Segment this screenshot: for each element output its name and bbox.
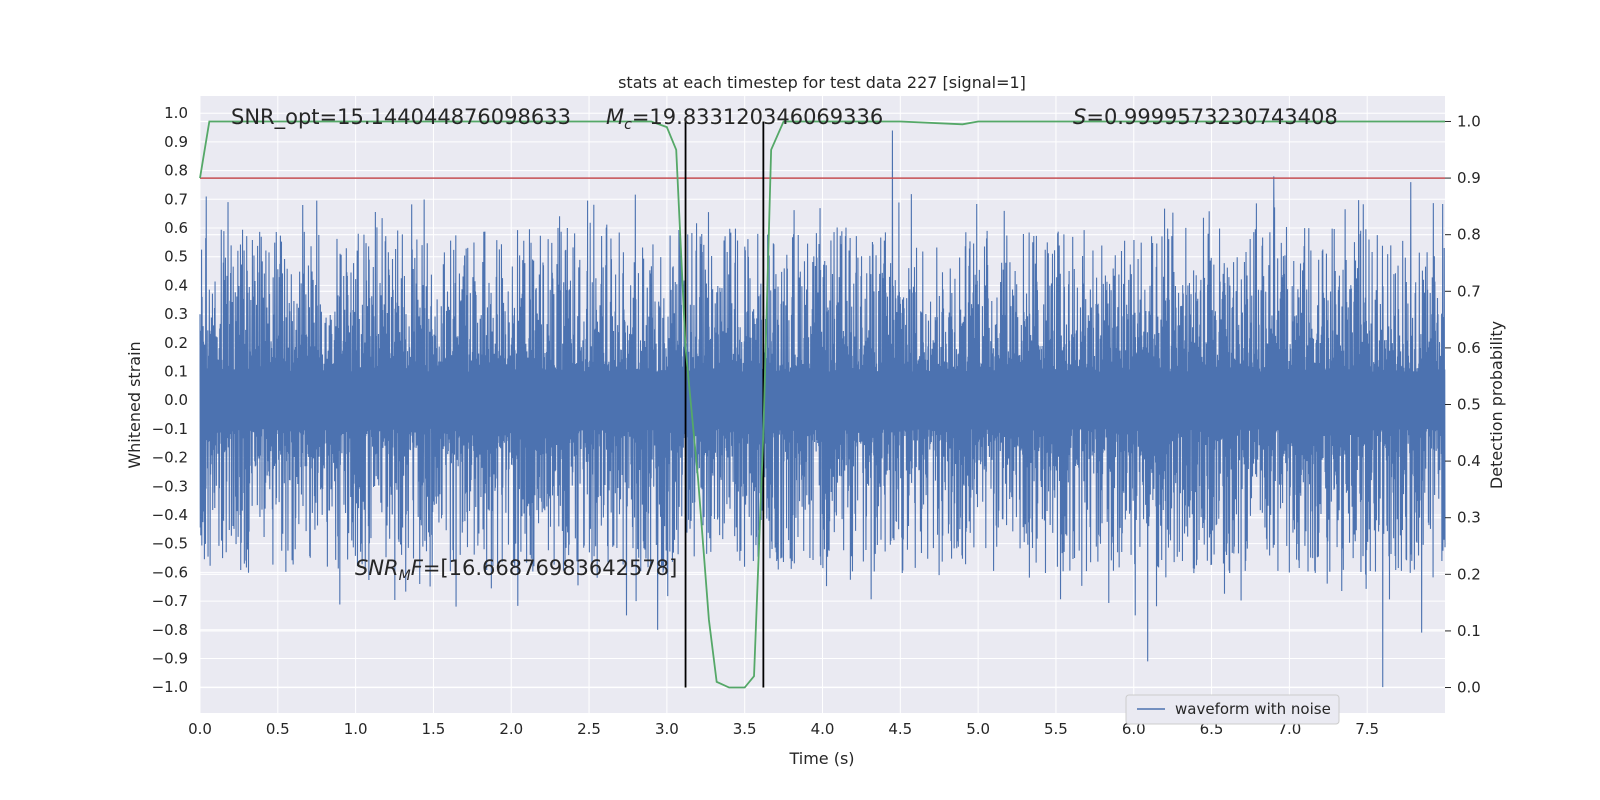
y-tick-label-left: −0.9 (152, 649, 188, 667)
x-tick-label: 1.0 (344, 720, 368, 738)
snr-opt-annotation: SNR_opt=15.144044876098633 (231, 105, 571, 130)
x-axis-label: Time (s) (788, 749, 854, 768)
y-tick-label-left: −0.1 (152, 420, 188, 438)
x-tick-label: 2.5 (577, 720, 601, 738)
s-annotation: S=0.9999573230743408 (1073, 105, 1338, 129)
x-tick-label: 1.5 (422, 720, 446, 738)
x-tick-label: 5.0 (966, 720, 990, 738)
x-tick-label: 3.5 (733, 720, 757, 738)
y-tick-label-left: 0.0 (164, 391, 188, 409)
legend-box (1125, 694, 1340, 725)
y-tick-label-right: 0.0 (1457, 679, 1481, 697)
x-tick-label: 5.5 (1044, 720, 1068, 738)
y-tick-label-left: 0.4 (164, 276, 188, 294)
y-tick-label-left: −0.7 (152, 592, 188, 610)
y-tick-label-right: 0.5 (1457, 396, 1481, 414)
y-tick-label-right: 0.9 (1457, 169, 1481, 187)
x-tick-label: 0.0 (188, 720, 212, 738)
y-tick-label-left: 0.2 (164, 334, 188, 352)
y-tick-label-left: −0.2 (152, 449, 188, 467)
y-tick-label-right: 0.4 (1457, 452, 1481, 470)
y-tick-label-left: −0.8 (152, 621, 188, 639)
snr-mf-subscript: M (399, 568, 411, 584)
y-tick-label-left: 0.8 (164, 162, 188, 180)
s-value: =0.9999573230743408 (1086, 105, 1337, 129)
x-tick-label: 2.0 (499, 720, 523, 738)
y-tick-label-left: 0.7 (164, 190, 188, 208)
y-axis-label-left: Whitened strain (125, 341, 144, 468)
y-tick-label-right: 0.1 (1457, 622, 1481, 640)
snr-mf-value: =[16.66876983642578] (423, 556, 677, 580)
snr-mf-annotation: SNRMF=[16.66876983642578] (355, 556, 677, 584)
detection-probability-line (199, 120, 1445, 689)
chirp-mass-value: =19.833120346069336 (632, 105, 883, 129)
chirp-mass-symbol: M (606, 105, 624, 129)
y-tick-label-left: −0.5 (152, 535, 188, 553)
y-tick-label-right: 0.6 (1457, 339, 1481, 357)
y-axis-label-right: Detection probability (1487, 321, 1506, 489)
chirp-mass-subscript: c (624, 117, 632, 133)
y-tick-label-right: 0.2 (1457, 565, 1481, 583)
chirp-mass-annotation: Mc=19.833120346069336 (606, 105, 883, 133)
axis-ticks: 0.0 0.5 1.0 1.5 2.0 2.5 3.0 3.5 4.0 4.5 5.0 5.5 6.0 6… (152, 104, 1481, 738)
legend-label: waveform with noise (1175, 700, 1331, 718)
snr-mf-symbol: SNR (355, 556, 399, 580)
x-tick-label: 3.0 (655, 720, 679, 738)
y-tick-label-right: 1.0 (1457, 112, 1481, 130)
snr-mf-symbol-f: F (411, 556, 424, 580)
y-tick-label-left: −0.6 (152, 563, 188, 581)
y-tick-label-left: 1.0 (164, 104, 188, 122)
x-tick-label: 4.0 (811, 720, 835, 738)
chart-title: stats at each timestep for test data 227… (618, 73, 1026, 92)
x-tick-label: 4.5 (888, 720, 912, 738)
y-tick-label-right: 0.7 (1457, 282, 1481, 300)
y-tick-label-left: 0.5 (164, 248, 188, 266)
x-tick-label: 7.5 (1355, 720, 1379, 738)
waveform-series (199, 130, 1446, 688)
y-tick-label-left: 0.1 (164, 362, 188, 380)
y-tick-label-left: −0.3 (152, 477, 188, 495)
y-tick-label-left: 0.9 (164, 133, 188, 151)
y-tick-label-right: 0.8 (1457, 226, 1481, 244)
x-tick-label: 0.5 (266, 720, 290, 738)
y-tick-label-left: 0.6 (164, 219, 188, 237)
y-tick-label-left: 0.3 (164, 305, 188, 323)
legend: waveform with noise (1125, 694, 1340, 725)
y-tick-label-right: 0.3 (1457, 509, 1481, 527)
y-tick-label-left: −1.0 (152, 678, 188, 696)
y-tick-label-left: −0.4 (152, 506, 188, 524)
overlay-lines (199, 120, 1445, 689)
s-symbol: S (1073, 105, 1086, 129)
waveform-line (199, 130, 1446, 688)
